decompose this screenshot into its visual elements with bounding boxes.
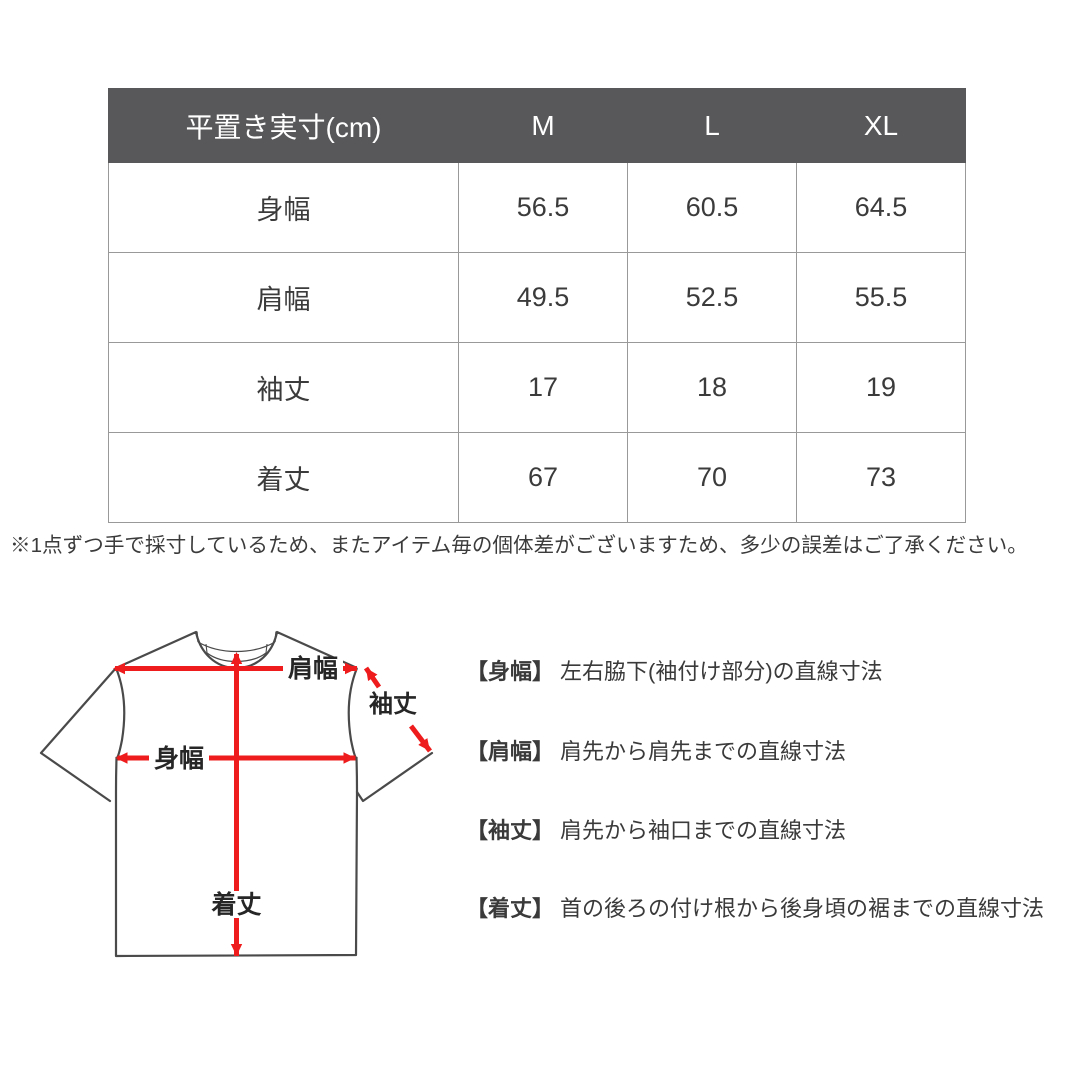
svg-text:着丈: 着丈 [210,890,261,919]
svg-text:【着丈】首の後ろの付け根から後身頃の裾までの直線寸法: 【着丈】 首の後ろの付け根から後身頃の裾までの直線寸法 [466,896,1044,921]
svg-text:袖丈: 袖丈 [369,690,417,718]
svg-text:肩幅: 肩幅 [288,654,338,683]
svg-text:身幅: 身幅 [154,744,204,773]
svg-text:【身幅】左右脇下(袖付け部分)の直線寸法: 【身幅】 左右脇下(袖付け部分)の直線寸法 [466,659,883,684]
svg-text:【袖丈】肩先から袖口までの直線寸法: 【袖丈】 肩先から袖口までの直線寸法 [466,818,846,843]
svg-text:【肩幅】肩先から肩先までの直線寸法: 【肩幅】 肩先から肩先までの直線寸法 [466,739,846,764]
